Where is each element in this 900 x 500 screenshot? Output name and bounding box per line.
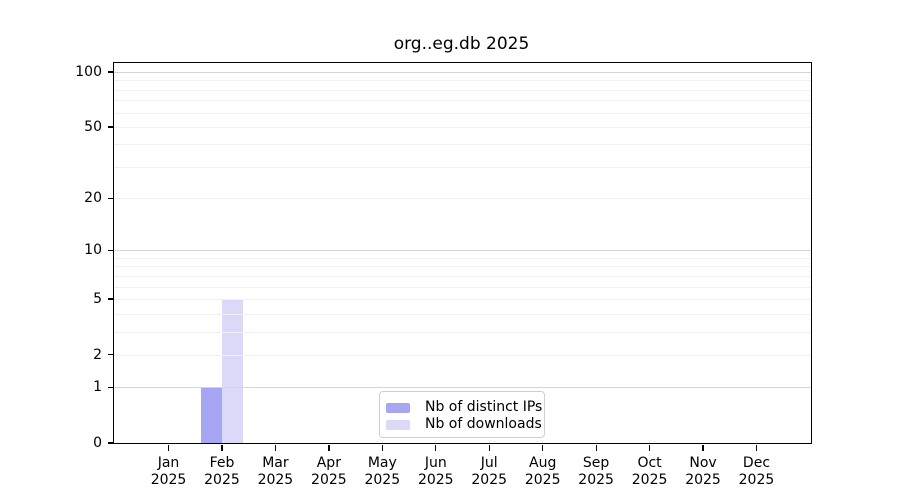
x-tick-month: Oct bbox=[637, 455, 662, 471]
legend-swatch-downloads-icon bbox=[386, 419, 410, 430]
gridline-minor bbox=[114, 100, 811, 102]
y-tick-label: 1 bbox=[93, 379, 102, 396]
y-tick-mark bbox=[108, 386, 114, 388]
x-tick-mark bbox=[702, 444, 704, 451]
x-tick-year: 2025 bbox=[631, 472, 668, 488]
y-tick-mark bbox=[108, 249, 114, 251]
y-tick-mark bbox=[108, 126, 114, 128]
legend-label-distinct-ips: Nb of distinct IPs bbox=[425, 399, 543, 415]
x-tick-year: 2025 bbox=[204, 472, 240, 488]
x-tick-year: 2025 bbox=[311, 472, 347, 488]
x-tick-mark bbox=[167, 444, 170, 451]
x-tick-month: Jan bbox=[157, 455, 180, 471]
x-tick-label: Jan 2025 bbox=[129, 455, 209, 489]
x-tick-month: Jun bbox=[424, 455, 447, 471]
bar-nb-of-downloads bbox=[221, 298, 243, 443]
x-tick-label: Feb 2025 bbox=[182, 455, 262, 489]
x-tick-mark bbox=[488, 444, 490, 451]
gridline-minor bbox=[114, 354, 811, 356]
x-tick-label: Nov 2025 bbox=[663, 455, 743, 489]
gridline-minor bbox=[114, 266, 811, 268]
gridline-major bbox=[114, 250, 811, 252]
x-tick-month: Nov bbox=[689, 455, 717, 471]
x-tick-label: Jun 2025 bbox=[396, 455, 476, 489]
x-tick-label: May 2025 bbox=[342, 455, 422, 489]
x-tick-mark bbox=[328, 444, 330, 451]
gridline-minor bbox=[114, 275, 811, 277]
x-tick-year: 2025 bbox=[364, 472, 401, 488]
x-tick-year: 2025 bbox=[738, 472, 775, 488]
gridline-minor bbox=[114, 112, 811, 114]
y-tick-mark bbox=[108, 354, 114, 356]
x-tick-year: 2025 bbox=[417, 472, 454, 488]
legend-swatch-distinct-ips-icon bbox=[386, 402, 410, 413]
x-tick-month: Apr bbox=[316, 455, 341, 471]
x-tick-year: 2025 bbox=[685, 472, 721, 488]
x-tick-month: Feb bbox=[209, 455, 235, 471]
chart-title: org..eg.db 2025 bbox=[393, 34, 530, 54]
gridline-minor bbox=[114, 166, 811, 168]
x-tick-year: 2025 bbox=[578, 472, 614, 488]
x-tick-month: Sep bbox=[582, 455, 610, 471]
x-tick-mark bbox=[542, 444, 544, 451]
y-tick-label: 2 bbox=[93, 346, 102, 363]
x-tick-year: 2025 bbox=[471, 472, 508, 488]
gridline-minor bbox=[114, 126, 811, 128]
x-tick-mark bbox=[648, 444, 651, 451]
x-tick-month: Jul bbox=[480, 455, 498, 471]
gridline-minor bbox=[114, 198, 811, 200]
y-tick-mark bbox=[108, 197, 114, 199]
x-tick-label: Oct 2025 bbox=[610, 455, 690, 489]
x-tick-mark bbox=[381, 444, 384, 451]
x-tick-month: Dec bbox=[742, 455, 771, 471]
gridline-minor bbox=[114, 313, 811, 315]
legend-item-downloads: Nb of downloads bbox=[386, 416, 544, 433]
y-tick-label: 50 bbox=[84, 118, 102, 135]
x-tick-label: Apr 2025 bbox=[289, 455, 369, 489]
x-tick-label: Dec 2025 bbox=[716, 455, 796, 489]
legend: Nb of distinct IPs Nb of downloads bbox=[379, 391, 545, 438]
gridline-major bbox=[114, 72, 811, 74]
gridline-major bbox=[114, 387, 811, 389]
gridline-minor bbox=[114, 257, 811, 259]
x-tick-label: Jul 2025 bbox=[449, 455, 529, 489]
gridline-minor bbox=[114, 80, 811, 82]
gridline-minor bbox=[114, 286, 811, 288]
y-tick-mark bbox=[108, 298, 114, 300]
y-tick-label: 5 bbox=[93, 290, 102, 307]
legend-label-downloads: Nb of downloads bbox=[425, 416, 542, 432]
x-tick-label: Mar 2025 bbox=[235, 455, 315, 489]
x-tick-year: 2025 bbox=[524, 472, 561, 488]
legend-item-distinct-ips: Nb of distinct IPs bbox=[386, 399, 544, 416]
x-tick-month: Aug bbox=[529, 455, 557, 471]
x-tick-year: 2025 bbox=[150, 472, 187, 488]
x-tick-mark bbox=[435, 444, 437, 451]
x-tick-month: May bbox=[367, 455, 397, 471]
gridline-minor bbox=[114, 298, 811, 300]
bar-nb-of-distinct-ips bbox=[200, 387, 222, 443]
plot-area: Nb of distinct IPs Nb of downloads 0 1 2 5 1… bbox=[75, 62, 812, 488]
x-tick-month: Mar bbox=[262, 455, 289, 471]
y-tick-label: 20 bbox=[84, 190, 102, 207]
x-tick-label: Sep 2025 bbox=[556, 455, 636, 489]
y-tick-mark bbox=[108, 71, 114, 73]
x-tick-year: 2025 bbox=[257, 472, 294, 488]
x-tick-mark bbox=[755, 444, 758, 451]
gridline-minor bbox=[114, 144, 811, 146]
x-tick-label: Aug 2025 bbox=[503, 455, 583, 489]
y-tick-label: 0 bbox=[93, 435, 102, 451]
y-tick-mark bbox=[108, 442, 114, 444]
x-tick-mark bbox=[595, 444, 597, 451]
gridline-minor bbox=[114, 89, 811, 91]
y-tick-label: 10 bbox=[84, 242, 102, 259]
x-tick-mark bbox=[274, 444, 277, 451]
x-tick-mark bbox=[221, 444, 223, 451]
y-tick-label: 100 bbox=[75, 64, 102, 81]
gridline-minor bbox=[114, 331, 811, 333]
